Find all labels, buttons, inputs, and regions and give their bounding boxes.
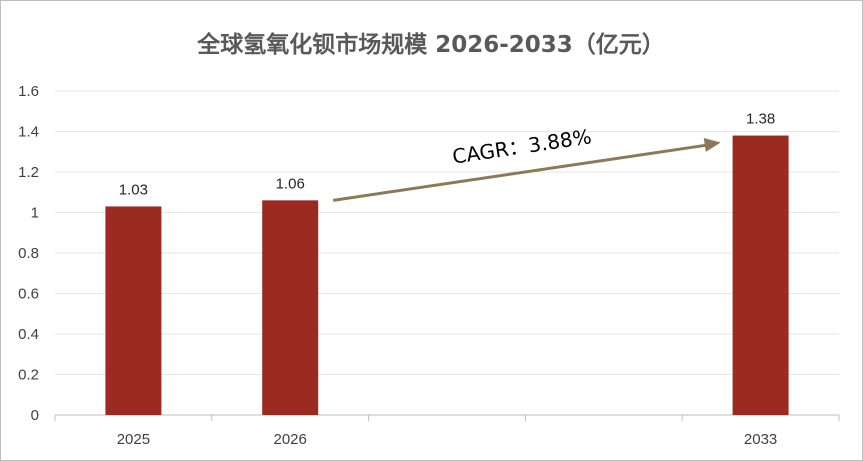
- bar-2026: [262, 200, 319, 415]
- y-tick-label: 1.6: [18, 83, 39, 100]
- bars: [105, 135, 789, 416]
- cagr-annotation: CAGR：3.88%: [332, 124, 721, 202]
- data-label-2026: 1.06: [276, 175, 305, 192]
- y-tick-label: 0.6: [18, 286, 39, 303]
- bar-2033: [732, 135, 789, 416]
- y-tick-label: 0: [31, 407, 39, 424]
- x-tick-label: 2025: [117, 431, 150, 448]
- chart-title: 全球氢氧化钡市场规模 2026-2033（亿元）: [196, 31, 665, 58]
- cagr-arrow-line: [332, 143, 711, 202]
- cagr-arrow-head: [703, 137, 721, 152]
- x-tick-label: 2033: [744, 431, 777, 448]
- data-label-2033: 1.38: [746, 111, 775, 128]
- cagr-label: CAGR：3.88%: [451, 124, 593, 168]
- y-tick-label: 0.2: [18, 367, 39, 384]
- bar-2025: [105, 206, 162, 415]
- y-tick-label: 1: [31, 205, 39, 222]
- gridlines: [55, 90, 839, 375]
- data-labels: 1.03 1.06 1.38: [119, 111, 775, 199]
- y-tick-label: 0.8: [18, 245, 39, 262]
- y-tick-label: 0.4: [18, 326, 39, 343]
- y-tick-label: 1.2: [18, 164, 39, 181]
- data-label-2025: 1.03: [119, 181, 148, 198]
- x-tick-label: 2026: [274, 431, 307, 448]
- axes: 0 0.2 0.4 0.6 0.8 1 1.2 1.4 1.6 2025 2026 2033: [18, 83, 840, 448]
- y-tick-label: 1.4: [18, 124, 39, 141]
